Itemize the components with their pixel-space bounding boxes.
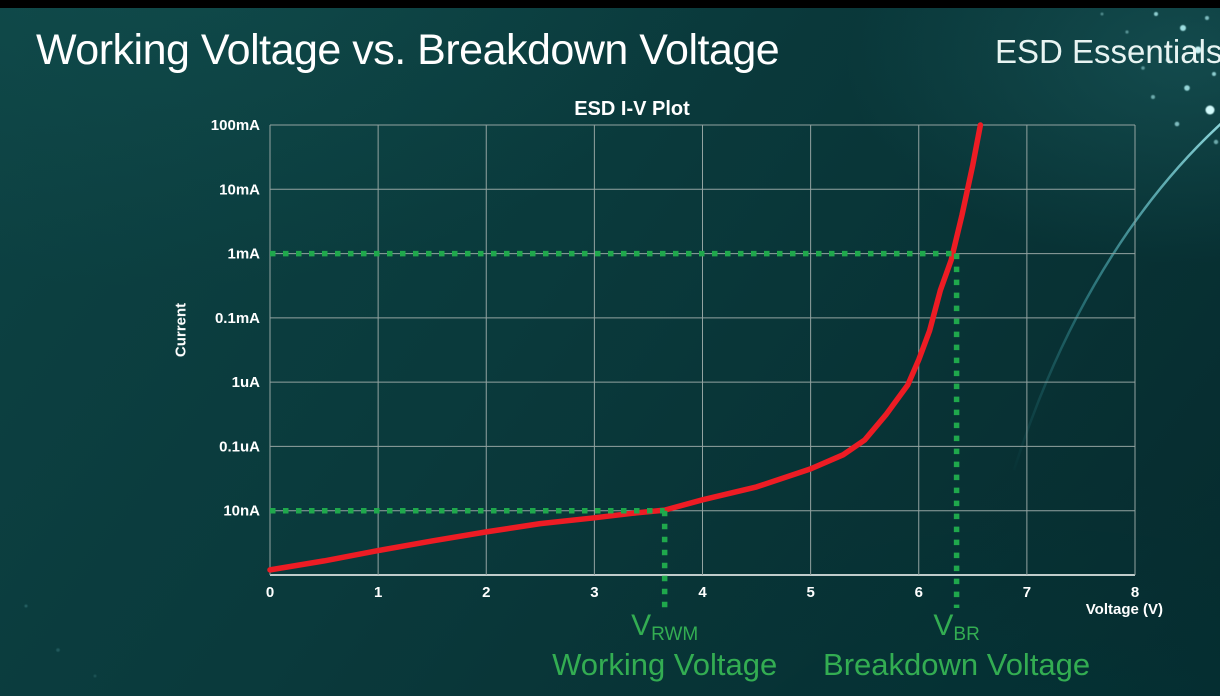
svg-text:6: 6 (915, 584, 923, 601)
vrwm-symbol-sub: RWM (651, 623, 699, 645)
top-letterbox-bar (0, 0, 1220, 8)
svg-text:0: 0 (266, 584, 274, 601)
working-voltage-caption: Working Voltage (552, 646, 778, 682)
chart-title: ESD I-V Plot (574, 98, 690, 120)
svg-text:1uA: 1uA (232, 374, 261, 391)
svg-text:100mA: 100mA (211, 117, 260, 134)
vbr-symbol: VBR (823, 610, 1090, 645)
light-sweep-curve (1012, 122, 1220, 471)
vrwm-symbol-main: V (631, 609, 652, 642)
svg-text:10nA: 10nA (223, 503, 260, 520)
svg-text:1: 1 (374, 584, 382, 601)
breakdown-voltage-annotation: VBR Breakdown Voltage (823, 610, 1090, 681)
vrwm-symbol: VRWM (552, 610, 777, 645)
svg-text:2: 2 (482, 584, 490, 601)
svg-text:8: 8 (1131, 584, 1139, 601)
svg-text:10mA: 10mA (219, 181, 260, 198)
brand-logo-text: ESD Essentials (995, 33, 1220, 70)
vbr-symbol-main: V (933, 609, 954, 642)
svg-text:0.1mA: 0.1mA (215, 310, 260, 327)
svg-text:4: 4 (698, 584, 707, 601)
svg-text:5: 5 (806, 584, 814, 601)
working-voltage-annotation: VRWM Working Voltage (552, 610, 777, 681)
vbr-symbol-sub: BR (953, 623, 980, 645)
svg-text:7: 7 (1023, 584, 1031, 601)
svg-text:1mA: 1mA (227, 246, 260, 263)
breakdown-voltage-caption: Breakdown Voltage (823, 646, 1091, 682)
svg-text:3: 3 (590, 584, 598, 601)
x-axis-title: Voltage (V) (1085, 601, 1163, 618)
page-title: Working Voltage vs. Breakdown Voltage (36, 26, 780, 74)
svg-text:0.1uA: 0.1uA (219, 438, 260, 455)
sparkle-dots (24, 12, 1219, 678)
